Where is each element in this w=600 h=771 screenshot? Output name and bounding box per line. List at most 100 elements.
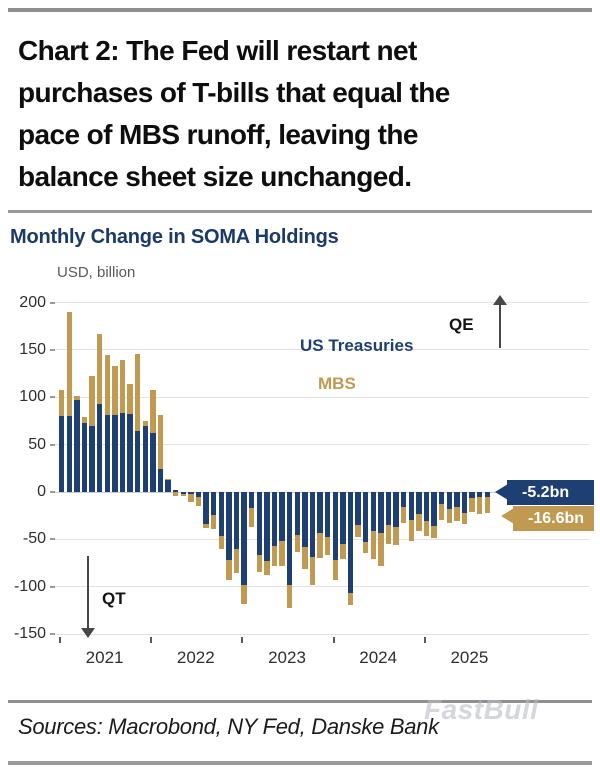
y-tick-label: 0	[37, 483, 46, 500]
bar-us-treasuries	[74, 400, 80, 492]
bar-us-treasuries	[195, 492, 202, 497]
gridline	[55, 396, 589, 398]
bar-us-treasuries	[180, 492, 186, 494]
callout-mbs-value: -16.6bn	[513, 506, 594, 531]
bar-mbs	[157, 415, 164, 470]
bar-us-treasuries	[302, 492, 308, 547]
bar-mbs	[340, 544, 346, 560]
bar-mbs	[370, 530, 376, 560]
bar-mbs	[271, 545, 278, 566]
bar-mbs	[408, 520, 414, 542]
y-tick-mark	[50, 348, 55, 351]
gridline	[55, 302, 589, 304]
bar-mbs	[332, 560, 338, 581]
bar-mbs	[439, 504, 445, 521]
y-tick-label: 200	[19, 293, 46, 311]
bar-mbs	[119, 360, 126, 414]
divider-above-sources	[8, 700, 592, 703]
bar-mbs	[423, 521, 430, 536]
bar-mbs	[165, 478, 171, 480]
y-tick-label: 100	[19, 388, 46, 406]
bar-us-treasuries	[378, 492, 384, 533]
x-tick-label: 2025	[450, 648, 489, 667]
bar-us-treasuries	[256, 492, 262, 555]
y-tick-mark	[50, 538, 55, 541]
bar-us-treasuries	[363, 492, 369, 543]
bar-us-treasuries	[249, 492, 255, 509]
bar-mbs	[226, 560, 232, 581]
caption-line-4: balance sheet size unchanged.	[18, 161, 412, 192]
bar-mbs	[150, 389, 156, 434]
y-tick-mark	[50, 585, 55, 588]
bar-us-treasuries	[66, 416, 72, 492]
bar-mbs	[294, 534, 300, 552]
sources-note: Sources: Macrobond, NY Fed, Danske Bank	[18, 714, 439, 739]
bar-mbs	[59, 389, 65, 417]
bar-us-treasuries	[439, 492, 445, 505]
x-tick-label: 2021	[85, 648, 124, 667]
qe-arrow-line	[499, 303, 501, 348]
bar-mbs	[89, 375, 95, 426]
bar-us-treasuries	[226, 492, 232, 561]
bar-us-treasuries	[370, 492, 376, 531]
bar-us-treasuries	[150, 433, 156, 492]
bar-us-treasuries	[287, 492, 293, 585]
bar-mbs	[233, 548, 240, 574]
bar-us-treasuries	[431, 492, 437, 527]
legend-us-treasuries: US Treasuries	[300, 336, 414, 355]
bar-mbs	[66, 312, 72, 417]
bar-mbs	[195, 496, 202, 507]
bar-us-treasuries	[165, 479, 171, 492]
bar-mbs	[416, 513, 422, 531]
bar-us-treasuries	[484, 492, 490, 497]
bar-us-treasuries	[233, 492, 240, 549]
bar-us-treasuries	[279, 492, 285, 542]
y-tick-label: -50	[22, 530, 46, 548]
divider-bottom	[8, 761, 592, 765]
bar-mbs	[477, 496, 483, 514]
bar-mbs	[393, 527, 399, 546]
bar-us-treasuries	[446, 492, 452, 510]
bar-us-treasuries	[135, 431, 141, 492]
caption-line-3: pace of MBS runoff, leaving the	[18, 119, 418, 150]
y-tick-label: -100	[13, 577, 46, 595]
bar-us-treasuries	[477, 492, 483, 497]
bar-mbs	[446, 509, 452, 524]
chart-title: Monthly Change in SOMA Holdings	[10, 226, 339, 248]
bar-us-treasuries	[127, 414, 133, 492]
bar-us-treasuries	[385, 492, 392, 526]
bar-us-treasuries	[173, 490, 179, 492]
bar-us-treasuries	[218, 492, 224, 536]
bar-us-treasuries	[59, 416, 65, 492]
bar-us-treasuries	[89, 425, 95, 492]
x-tick-mark	[241, 637, 244, 643]
x-tick-mark	[150, 637, 153, 643]
bar-us-treasuries	[355, 492, 361, 526]
bar-us-treasuries	[81, 422, 88, 492]
bar-mbs	[317, 532, 323, 559]
gridline	[55, 349, 589, 351]
x-tick-label: 2023	[268, 648, 306, 667]
bar-mbs	[325, 537, 331, 556]
divider-under-caption	[8, 210, 592, 213]
bar-mbs	[431, 526, 437, 539]
y-tick-mark	[50, 491, 55, 493]
bar-us-treasuries	[112, 415, 118, 492]
bar-us-treasuries	[469, 492, 475, 498]
bar-us-treasuries	[97, 403, 103, 492]
callout-mbs-pointer-icon	[501, 508, 514, 524]
bar-us-treasuries	[423, 492, 430, 522]
bar-us-treasuries	[157, 469, 164, 492]
bar-mbs	[385, 525, 392, 545]
qt-arrow-down-icon	[81, 628, 95, 638]
y-tick-label: 150	[19, 340, 46, 358]
bar-mbs	[188, 493, 194, 503]
bar-us-treasuries	[325, 492, 331, 538]
caption-line-2: purchases of T-bills that equal the	[18, 77, 450, 108]
bar-us-treasuries	[294, 492, 300, 535]
bar-us-treasuries	[203, 492, 209, 525]
bar-mbs	[302, 546, 308, 569]
bar-us-treasuries	[347, 492, 354, 594]
bar-us-treasuries	[211, 492, 217, 515]
